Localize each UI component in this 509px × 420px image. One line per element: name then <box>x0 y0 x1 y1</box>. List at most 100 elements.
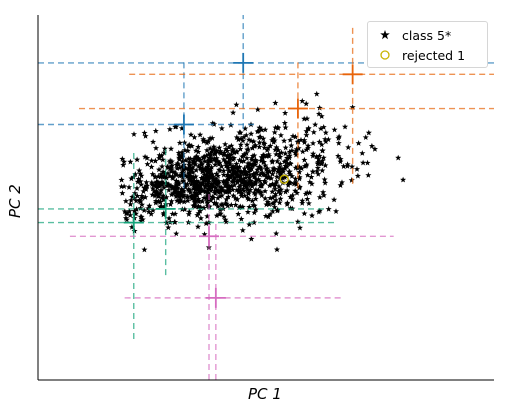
star-point <box>319 147 326 154</box>
star-point <box>180 164 187 170</box>
star-point <box>336 133 343 140</box>
star-point <box>252 206 259 213</box>
star-point <box>274 158 281 164</box>
star-point <box>133 206 140 212</box>
star-point <box>301 156 308 163</box>
star-point <box>149 171 156 177</box>
star-point <box>258 169 265 176</box>
star-point <box>194 155 201 162</box>
star-point <box>208 180 215 187</box>
star-point <box>240 175 247 182</box>
star-point <box>258 181 265 187</box>
star-point <box>156 166 163 173</box>
star-point <box>122 198 129 204</box>
star-point <box>276 199 283 206</box>
star-point <box>200 155 207 161</box>
star-point <box>284 155 291 161</box>
star-point <box>340 163 347 169</box>
star-point <box>160 173 167 180</box>
star-point <box>141 185 148 191</box>
star-point <box>242 125 249 132</box>
star-point <box>232 164 239 171</box>
star-point <box>218 163 225 169</box>
star-point <box>273 151 280 157</box>
star-point <box>152 182 159 189</box>
star-point <box>225 193 232 200</box>
star-point <box>320 124 327 130</box>
star-point <box>355 140 362 146</box>
star-point <box>292 187 299 194</box>
star-point <box>225 176 232 182</box>
star-point <box>159 178 166 185</box>
star-point <box>251 152 258 159</box>
star-point <box>233 134 240 141</box>
star-point <box>222 141 229 147</box>
star-point <box>214 203 221 209</box>
star-point <box>157 173 164 180</box>
star-point <box>163 194 170 200</box>
star-point <box>149 185 156 192</box>
star-point <box>156 181 163 188</box>
star-point <box>222 216 229 223</box>
star-point <box>252 142 259 148</box>
star-point <box>174 165 181 172</box>
star-point <box>246 164 253 171</box>
star-point <box>310 140 317 146</box>
star-point <box>264 174 271 180</box>
star-point <box>142 132 149 139</box>
star-point <box>223 178 230 184</box>
star-point <box>199 168 206 175</box>
star-point <box>212 190 219 196</box>
star-point <box>201 158 208 164</box>
star-point <box>237 168 244 175</box>
star-point <box>138 201 145 208</box>
star-point <box>154 190 161 196</box>
star-point <box>333 208 340 214</box>
star-point <box>228 201 235 208</box>
star-point <box>230 109 237 116</box>
star-point <box>188 181 195 187</box>
star-point <box>248 165 255 172</box>
star-point <box>258 192 265 199</box>
star-point <box>186 187 193 194</box>
star-point <box>239 227 246 233</box>
star-point <box>238 215 245 222</box>
star-point <box>271 137 278 144</box>
star-point <box>168 191 175 198</box>
star-point <box>310 150 317 157</box>
star-point <box>287 193 294 200</box>
star-point <box>188 142 195 149</box>
star-point <box>216 159 223 166</box>
star-point <box>176 172 183 179</box>
star-point <box>299 148 306 155</box>
star-point <box>191 177 198 184</box>
star-point <box>360 159 367 166</box>
star-point <box>185 155 192 162</box>
star-point <box>247 172 254 178</box>
star-point <box>309 168 316 175</box>
star-point <box>192 161 199 167</box>
star-point <box>268 175 275 181</box>
star-point <box>309 152 316 159</box>
star-point <box>279 166 286 173</box>
star-point <box>246 179 253 186</box>
star-point <box>169 184 176 191</box>
star-point <box>202 176 209 182</box>
star-point <box>138 213 145 220</box>
star-point <box>223 146 230 152</box>
star-point <box>170 175 177 181</box>
star-point <box>322 129 329 136</box>
star-point <box>205 162 212 168</box>
star-point <box>265 213 272 220</box>
star-point <box>218 125 225 132</box>
star-point <box>314 168 321 174</box>
star-point <box>322 179 329 186</box>
star-point <box>314 164 321 171</box>
star-point <box>223 196 230 203</box>
star-point <box>319 157 326 164</box>
star-point <box>282 124 289 131</box>
star-point <box>126 208 133 214</box>
star-point <box>319 167 326 174</box>
star-point <box>249 197 256 204</box>
